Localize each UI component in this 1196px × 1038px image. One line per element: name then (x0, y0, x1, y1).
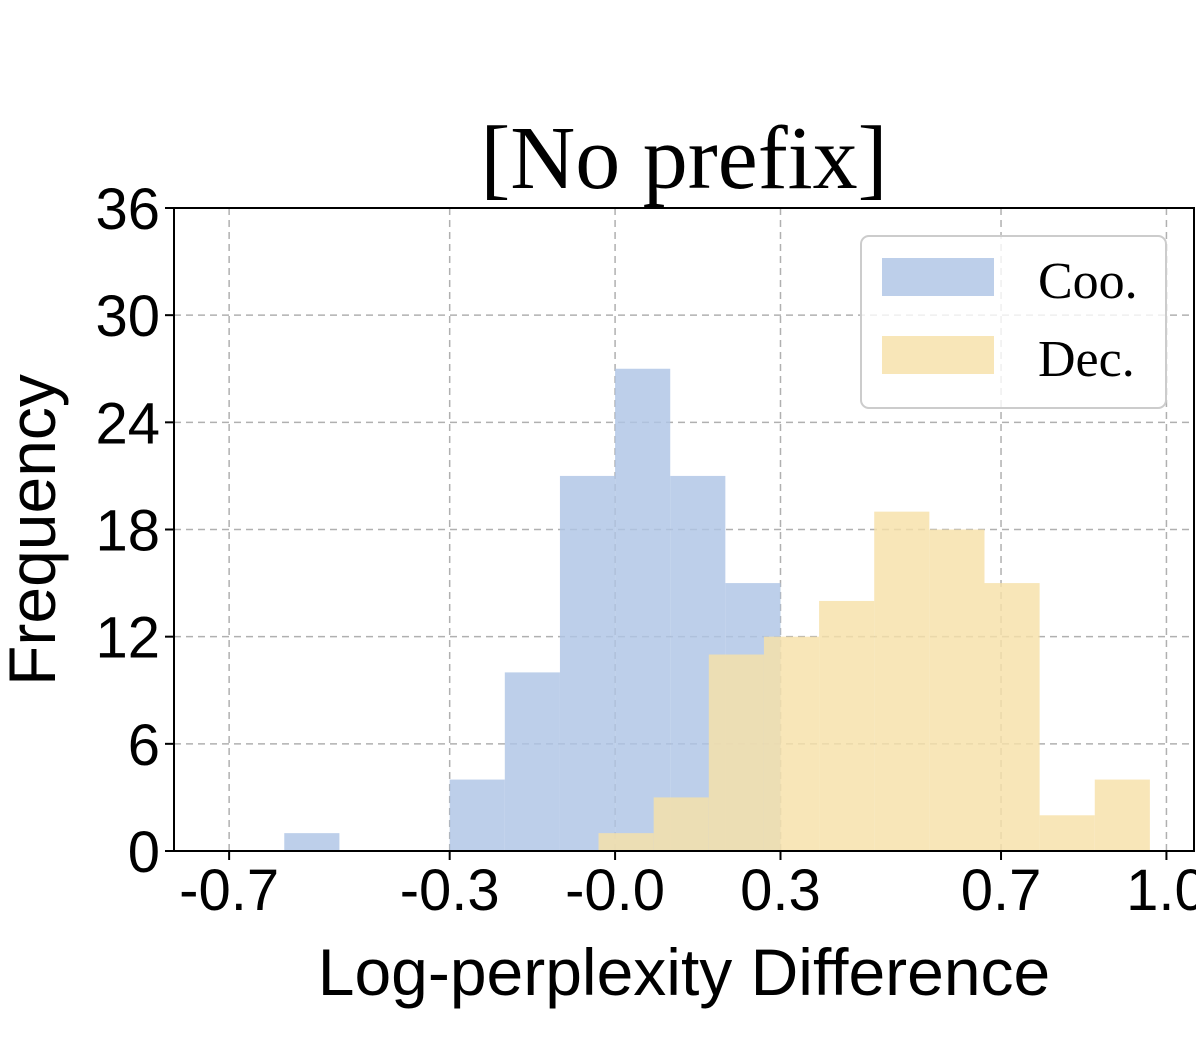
histogram-bar (929, 529, 985, 851)
histogram-bar (653, 797, 709, 851)
histogram-bar (598, 833, 654, 851)
histogram-bars (284, 368, 1150, 851)
legend-label-coo: Coo. (1038, 253, 1138, 310)
histogram-bar (1094, 779, 1150, 851)
histogram-bar (559, 475, 616, 851)
y-tick-label: 30 (95, 284, 160, 349)
y-tick-label: 12 (95, 606, 160, 671)
legend: Coo. Dec. (860, 235, 1167, 409)
histogram-bar (819, 600, 875, 851)
legend-label-dec: Dec. (1038, 331, 1135, 388)
x-tick-label: -0.7 (179, 858, 279, 923)
y-tick-label: 18 (95, 499, 160, 564)
legend-swatch-coo (882, 258, 994, 296)
histogram-bar (449, 779, 505, 851)
histogram-bar (708, 654, 764, 851)
histogram-bar (984, 583, 1040, 851)
series-dec-bars (598, 511, 1150, 851)
y-tick-label: 24 (95, 391, 160, 456)
x-tick-label: 0.3 (740, 858, 821, 923)
x-tick-label: -0.0 (565, 858, 665, 923)
histogram-bar (1039, 815, 1095, 851)
chart-title: [No prefix] (480, 109, 887, 208)
y-tick-label: 6 (128, 713, 160, 778)
histogram-bar (874, 511, 930, 851)
histogram-bar (763, 636, 820, 851)
x-tick-label: 1.0 (1126, 858, 1196, 923)
series-coo-bars (284, 368, 781, 851)
y-tick-label: 0 (128, 820, 160, 885)
x-axis-ticks: -0.7 -0.3 -0.0 0.3 0.7 1.0 (179, 851, 1196, 923)
y-tick-label: 36 (95, 177, 160, 242)
histogram-bar (504, 672, 560, 851)
x-tick-label: 0.7 (961, 858, 1042, 923)
x-axis-label: Log-perplexity Difference (318, 935, 1051, 1009)
histogram-bar (615, 368, 671, 851)
y-axis-ticks: 0 6 12 18 24 30 36 (95, 177, 174, 885)
x-tick-label: -0.3 (400, 858, 500, 923)
legend-swatch-dec (882, 336, 994, 374)
histogram-bar (284, 833, 340, 851)
y-axis-label: Frequency (0, 374, 69, 686)
